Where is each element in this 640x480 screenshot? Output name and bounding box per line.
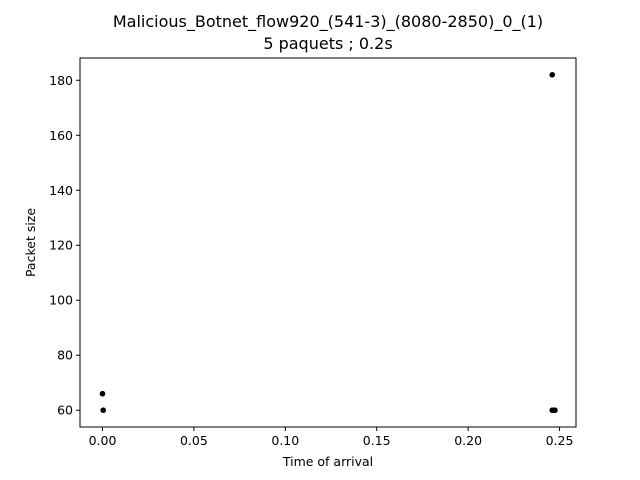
y-tick-label: 120 [49,238,73,253]
y-tick-label: 160 [49,128,73,143]
data-point [100,407,107,414]
chart-subtitle: 5 paquets ; 0.2s [263,34,392,53]
x-tick-label: 0.05 [180,433,208,448]
data-point [549,71,556,78]
y-tick-label: 180 [49,73,73,88]
x-tick-label: 0.25 [546,433,574,448]
y-tick-label: 80 [57,348,73,363]
plot-area: 0.00 0.05 0.10 0.15 0.20 0.25 60 80 100 120 140 160… [49,71,574,448]
data-point [552,407,558,414]
x-axis-label: Time of arrival [282,454,373,469]
y-tick-label: 100 [49,293,73,308]
y-axis-label: Packet size [23,208,38,277]
y-tick-label: 140 [49,183,73,198]
data-point [99,390,106,397]
plot-frame [79,57,577,428]
chart-title: Malicious_Botnet_flow920_(541-3)_(8080-2… [113,12,543,32]
x-tick-label: 0.15 [363,433,391,448]
x-tick-label: 0.20 [454,433,482,448]
x-tick-label: 0.00 [89,433,117,448]
x-tick-label: 0.10 [271,433,299,448]
y-tick-label: 60 [57,403,73,418]
